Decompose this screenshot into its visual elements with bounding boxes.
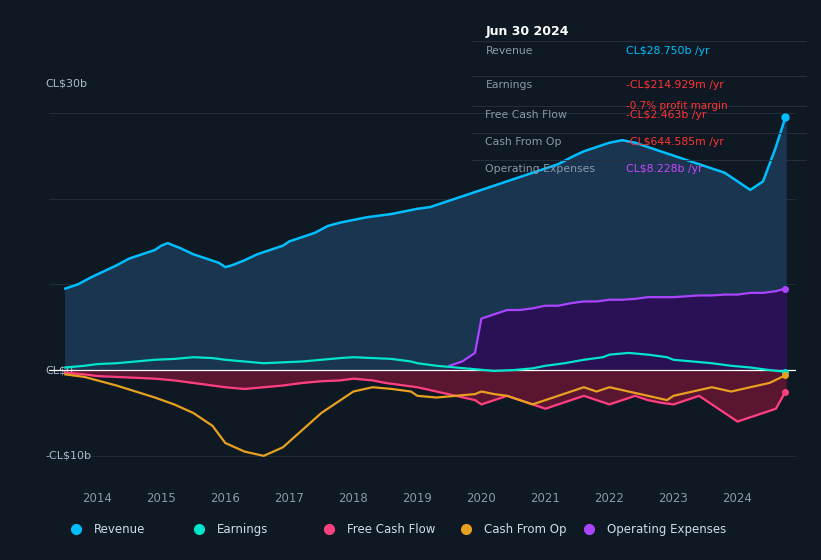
Text: Free Cash Flow: Free Cash Flow <box>485 110 567 120</box>
Text: Earnings: Earnings <box>485 80 533 90</box>
Text: Operating Expenses: Operating Expenses <box>608 522 727 536</box>
Text: -CL$214.929m /yr: -CL$214.929m /yr <box>626 80 724 90</box>
Text: CL$30b: CL$30b <box>45 78 88 88</box>
Text: CL$8.228b /yr: CL$8.228b /yr <box>626 164 703 174</box>
Text: Earnings: Earnings <box>217 522 268 536</box>
Text: Jun 30 2024: Jun 30 2024 <box>485 25 569 38</box>
Text: Free Cash Flow: Free Cash Flow <box>347 522 435 536</box>
Text: Operating Expenses: Operating Expenses <box>485 164 595 174</box>
Text: -CL$644.585m /yr: -CL$644.585m /yr <box>626 137 724 147</box>
Text: -0.7% profit margin: -0.7% profit margin <box>626 101 727 111</box>
Text: Revenue: Revenue <box>485 46 533 56</box>
Text: -CL$10b: -CL$10b <box>45 451 91 461</box>
Text: CL$0: CL$0 <box>45 365 74 375</box>
Text: CL$28.750b /yr: CL$28.750b /yr <box>626 46 709 56</box>
Text: Cash From Op: Cash From Op <box>484 522 566 536</box>
Text: Revenue: Revenue <box>94 522 145 536</box>
Text: Cash From Op: Cash From Op <box>485 137 562 147</box>
Text: -CL$2.463b /yr: -CL$2.463b /yr <box>626 110 707 120</box>
